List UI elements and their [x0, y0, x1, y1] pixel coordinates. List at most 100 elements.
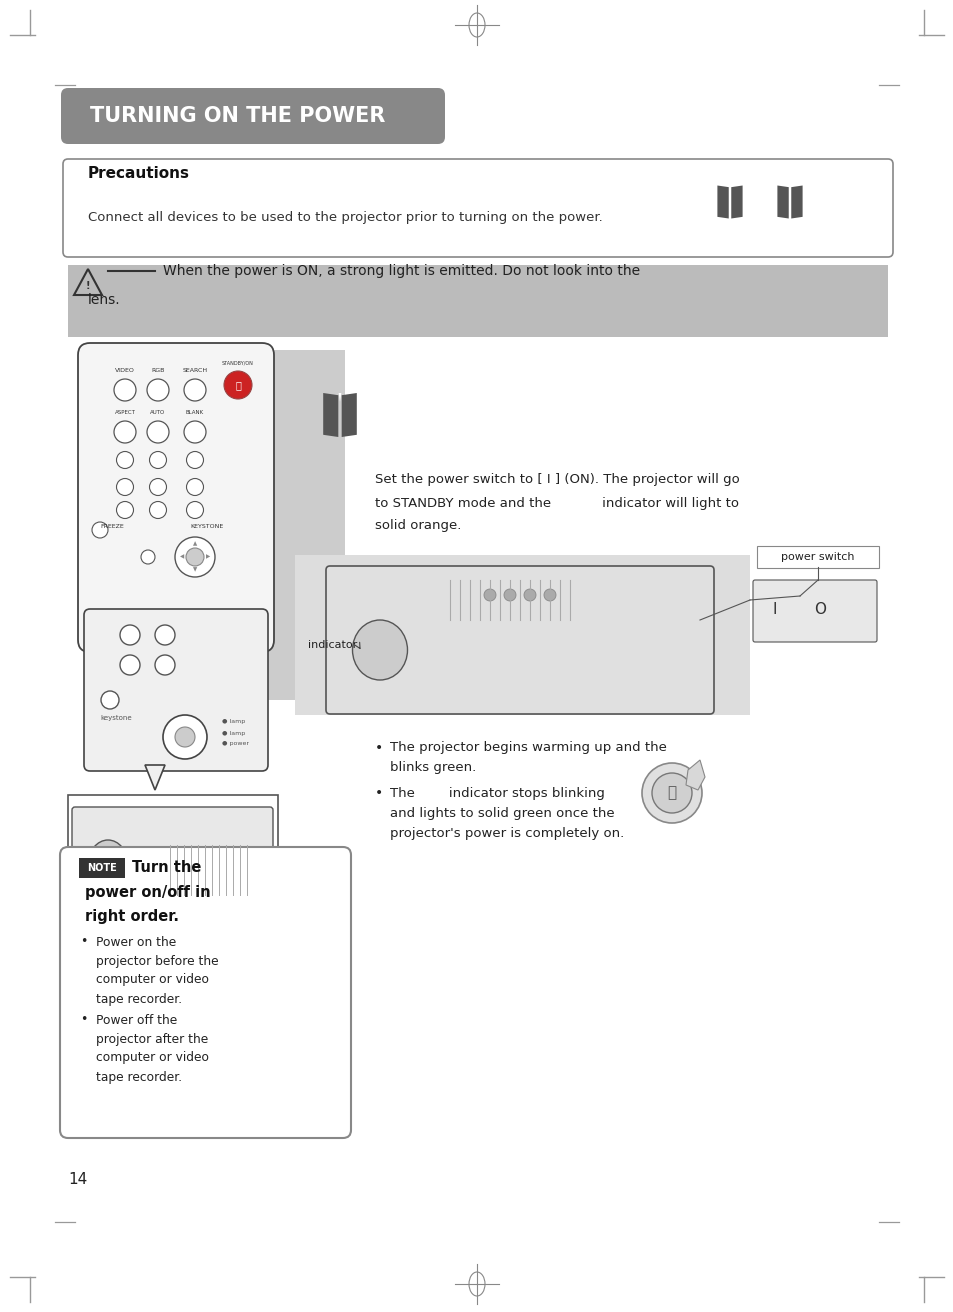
- Text: ⏻: ⏻: [667, 786, 676, 800]
- Circle shape: [120, 625, 140, 646]
- Text: BLANK: BLANK: [186, 411, 204, 416]
- Text: SEARCH: SEARCH: [182, 367, 208, 373]
- Circle shape: [184, 379, 206, 401]
- Circle shape: [91, 522, 108, 538]
- Text: Set the power switch to [ I ] (ON). The projector will go: Set the power switch to [ I ] (ON). The …: [375, 474, 739, 487]
- Text: Precautions: Precautions: [88, 167, 190, 181]
- Text: solid orange.: solid orange.: [375, 520, 461, 533]
- Circle shape: [141, 550, 154, 564]
- Text: KEYSTONE: KEYSTONE: [190, 525, 223, 530]
- Text: •: •: [80, 935, 88, 949]
- Text: •: •: [375, 786, 383, 800]
- Text: right order.: right order.: [85, 909, 179, 925]
- FancyBboxPatch shape: [71, 807, 273, 903]
- Polygon shape: [323, 394, 338, 437]
- Text: ⏻: ⏻: [234, 380, 241, 390]
- FancyBboxPatch shape: [757, 546, 878, 568]
- Circle shape: [186, 548, 204, 565]
- FancyBboxPatch shape: [63, 159, 892, 257]
- Text: keystone: keystone: [100, 715, 132, 722]
- Circle shape: [154, 625, 174, 646]
- Circle shape: [113, 379, 136, 401]
- FancyBboxPatch shape: [61, 88, 444, 144]
- Circle shape: [113, 421, 136, 443]
- Text: •: •: [80, 1013, 88, 1026]
- FancyBboxPatch shape: [79, 858, 125, 878]
- Text: NOTE: NOTE: [87, 863, 117, 872]
- Circle shape: [163, 715, 207, 760]
- FancyBboxPatch shape: [60, 848, 351, 1138]
- Bar: [294, 555, 749, 715]
- Text: power switch: power switch: [781, 552, 854, 562]
- Text: O: O: [813, 602, 825, 618]
- Circle shape: [174, 727, 194, 747]
- Circle shape: [523, 589, 536, 601]
- FancyBboxPatch shape: [326, 565, 713, 714]
- Polygon shape: [685, 760, 704, 790]
- Circle shape: [116, 451, 133, 468]
- Text: RGB: RGB: [152, 367, 165, 373]
- Circle shape: [651, 773, 691, 813]
- Text: lens.: lens.: [88, 293, 120, 307]
- Text: TURNING ON THE POWER: TURNING ON THE POWER: [90, 106, 385, 126]
- Text: Turn the: Turn the: [132, 861, 201, 875]
- FancyBboxPatch shape: [78, 342, 274, 652]
- Text: Power on the: Power on the: [96, 935, 176, 949]
- Text: 14: 14: [68, 1173, 87, 1187]
- Text: AUTO: AUTO: [151, 411, 166, 416]
- Circle shape: [150, 451, 167, 468]
- Text: tape recorder.: tape recorder.: [96, 1071, 182, 1084]
- Text: computer or video: computer or video: [96, 1051, 209, 1064]
- Text: VIDEO: VIDEO: [115, 367, 134, 373]
- Polygon shape: [788, 185, 790, 192]
- Circle shape: [147, 379, 169, 401]
- Polygon shape: [728, 185, 730, 192]
- Text: projector after the: projector after the: [96, 1033, 208, 1046]
- Text: •: •: [375, 741, 383, 754]
- Circle shape: [186, 479, 203, 496]
- Text: Connect all devices to be used to the projector prior to turning on the power.: Connect all devices to be used to the pr…: [88, 211, 602, 224]
- Polygon shape: [777, 185, 788, 219]
- Text: STANDBY/ON: STANDBY/ON: [222, 361, 253, 366]
- Bar: [68, 795, 277, 905]
- Text: power on/off in: power on/off in: [85, 886, 211, 900]
- Circle shape: [483, 589, 496, 601]
- Text: computer or video: computer or video: [96, 974, 209, 987]
- Circle shape: [154, 655, 174, 674]
- Circle shape: [116, 479, 133, 496]
- Text: projector's power is completely on.: projector's power is completely on.: [390, 827, 623, 840]
- Circle shape: [150, 479, 167, 496]
- Bar: [68, 265, 887, 337]
- Circle shape: [150, 501, 167, 518]
- Polygon shape: [338, 394, 341, 401]
- Polygon shape: [145, 765, 165, 790]
- Text: The        indicator stops blinking: The indicator stops blinking: [390, 786, 604, 799]
- Ellipse shape: [352, 621, 407, 680]
- Text: ● lamp: ● lamp: [222, 719, 245, 724]
- Text: indicator: indicator: [308, 640, 356, 649]
- Text: projector before the: projector before the: [96, 955, 218, 967]
- Ellipse shape: [88, 840, 128, 890]
- Text: Power off the: Power off the: [96, 1013, 177, 1026]
- Circle shape: [543, 589, 556, 601]
- Circle shape: [224, 371, 252, 399]
- Text: ● lamp: ● lamp: [222, 731, 245, 736]
- Text: blinks green.: blinks green.: [390, 761, 476, 774]
- Text: I: I: [772, 602, 777, 618]
- Circle shape: [186, 501, 203, 518]
- Circle shape: [116, 501, 133, 518]
- Circle shape: [174, 537, 214, 577]
- Text: FREEZE: FREEZE: [100, 525, 124, 530]
- Text: ● power: ● power: [222, 741, 249, 747]
- Polygon shape: [731, 185, 741, 219]
- Circle shape: [101, 691, 119, 708]
- Text: to STANDBY mode and the            indicator will light to: to STANDBY mode and the indicator will l…: [375, 496, 739, 509]
- Text: ▶: ▶: [206, 555, 210, 559]
- Text: The projector begins warming up and the: The projector begins warming up and the: [390, 741, 666, 754]
- Circle shape: [186, 451, 203, 468]
- Text: ◀: ◀: [180, 555, 184, 559]
- Circle shape: [120, 655, 140, 674]
- Text: ▼: ▼: [193, 568, 197, 572]
- Polygon shape: [717, 185, 728, 219]
- Circle shape: [641, 764, 701, 823]
